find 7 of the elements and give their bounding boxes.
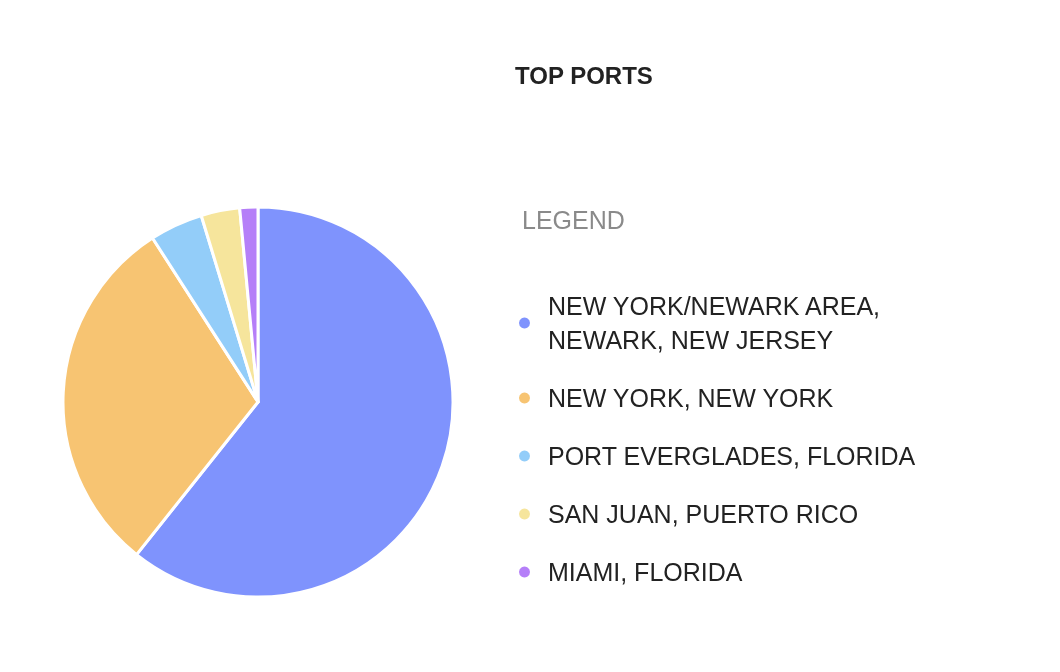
legend-label: SAN JUAN, PUERTO RICO [548,500,859,528]
legend-label: NEW YORK/NEWARK AREA, NEWARK, NEW JERSEY [548,292,887,354]
legend-label: MIAMI, FLORIDA [548,558,743,586]
legend-label: NEW YORK, NEW YORK [548,384,834,412]
legend-label: PORT EVERGLADES, FLORIDA [548,442,916,470]
legend-title: LEGEND [522,205,625,234]
chart-title: TOP PORTS [515,61,653,89]
